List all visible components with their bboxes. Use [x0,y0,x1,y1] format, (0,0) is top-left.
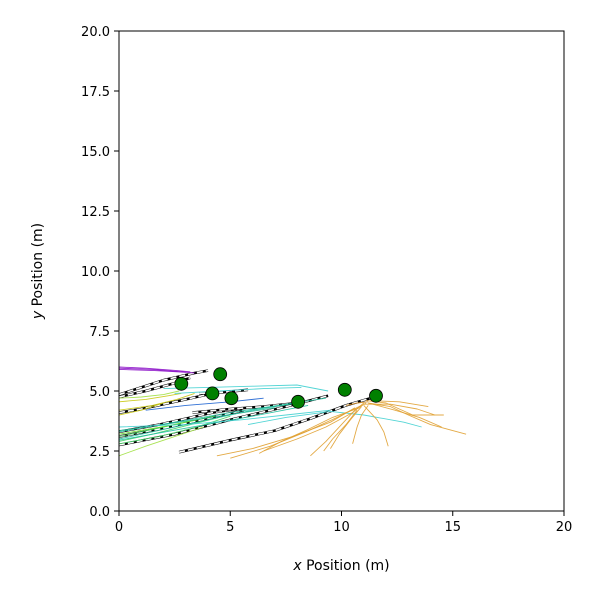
trajectory-line [368,402,442,428]
y-tick-label: 7.5 [89,325,110,340]
trajectory-line [163,384,329,392]
trajectory-line [119,402,298,440]
x-axis-label: x Position (m) [292,558,389,574]
agent-point [337,382,352,397]
x-axis-label-var: x [292,558,302,574]
trajectory-line [145,397,264,411]
trajectory-line [119,409,331,428]
x-tick-label: 5 [226,520,234,535]
trajectory-line [119,415,231,445]
x-tick-label: 0 [115,520,123,535]
y-axis-label: y Position (m) [30,223,46,320]
trajectory-line [119,367,195,374]
x-tick-label: 10 [333,520,350,535]
trajectory-line [363,405,389,447]
y-tick-label: 20.0 [81,25,110,40]
agent-point [213,367,228,382]
trajectory-line [247,410,422,428]
reference-path-dash [192,402,298,414]
x-tick-label: 15 [444,520,461,535]
reference-path-dash [199,389,249,395]
trajectory-line [119,416,220,442]
y-tick-label: 17.5 [81,85,110,100]
trajectory-line [330,406,362,449]
y-tick-label: 5.0 [89,385,110,400]
plot-area [119,31,564,511]
trajectory-line [363,403,436,416]
agent-markers [174,367,383,409]
reference-path-dash [119,409,244,438]
trajectory-line [323,409,358,452]
trajectory-line [119,368,186,373]
agent-point [174,376,189,391]
y-tick-label: 12.5 [81,205,110,220]
trajectory-line [119,392,195,411]
x-axis-ticks: 0 5 10 15 20 [115,511,572,535]
trajectory-line [119,426,204,457]
trajectory-line [230,404,362,459]
agent-point [369,388,383,403]
y-tick-label: 15.0 [81,145,110,160]
trajectory-line [119,366,191,373]
y-axis-ticks: 0.0 2.5 5.0 7.5 10.0 12.5 15.0 17.5 20.0 [81,25,119,520]
y-tick-label: 10.0 [81,265,110,280]
trajectory-line [119,407,275,432]
x-axis-label-text: Position (m) [302,558,390,574]
agent-point [205,386,220,401]
trajectory-line [119,390,180,399]
y-axis-label-var: y [30,310,46,320]
reference-path-dash [119,369,209,396]
y-tick-label: 2.5 [89,445,110,460]
trajectory-line [352,405,369,444]
trajectory-line [368,402,467,435]
reference-path-dash [119,392,213,414]
trajectory-line [345,401,369,406]
trajectory-line [119,404,309,441]
x-tick-label: 20 [556,520,573,535]
trajectory-line [258,407,360,454]
trajectory-line [119,392,182,403]
trajectory-line [119,402,164,416]
trajectory-line [174,386,302,394]
agent-point [224,391,239,406]
y-tick-label: 0.0 [89,505,110,520]
y-axis-label-text: Position (m) [30,223,46,311]
agent-point [291,394,306,409]
